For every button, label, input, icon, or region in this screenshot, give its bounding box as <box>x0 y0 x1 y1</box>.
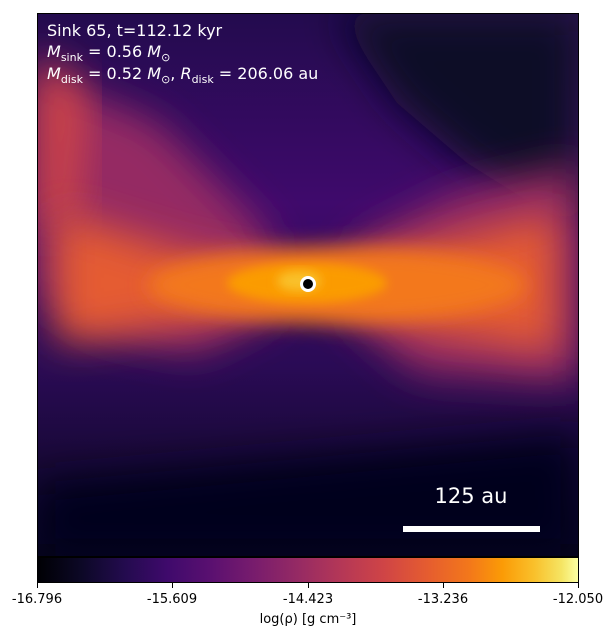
scale-bar-label: 125 au <box>434 484 508 508</box>
left-lobe-edge <box>37 53 87 233</box>
colorbar-tick <box>308 583 309 588</box>
annotation-sink-time: Sink 65, t=112.12 kyr <box>47 21 223 40</box>
colorbar-tick-label: -14.423 <box>282 592 334 607</box>
sink-marker <box>300 276 316 292</box>
colorbar-tick <box>578 583 579 588</box>
colorbar-tick <box>37 583 38 588</box>
annotation-disk-properties: Mdisk = 0.52 M⊙, Rdisk = 206.06 au <box>47 64 319 87</box>
colorbar-tick-label: -13.236 <box>417 592 469 607</box>
colorbar-tick <box>172 583 173 588</box>
colorbar <box>37 557 579 583</box>
annotation-sink-mass: Msink = 0.56 M⊙ <box>47 42 171 65</box>
scale-bar <box>403 526 540 532</box>
colorbar-tick-label: -12.050 <box>552 592 604 607</box>
colorbar-tick <box>443 583 444 588</box>
colorbar-tick-label: -15.609 <box>146 592 198 607</box>
image-frame <box>37 13 579 557</box>
colorbar-tick-label: -16.796 <box>11 592 63 607</box>
colorbar-label: log(ρ) [g cm⁻³] <box>259 612 357 627</box>
